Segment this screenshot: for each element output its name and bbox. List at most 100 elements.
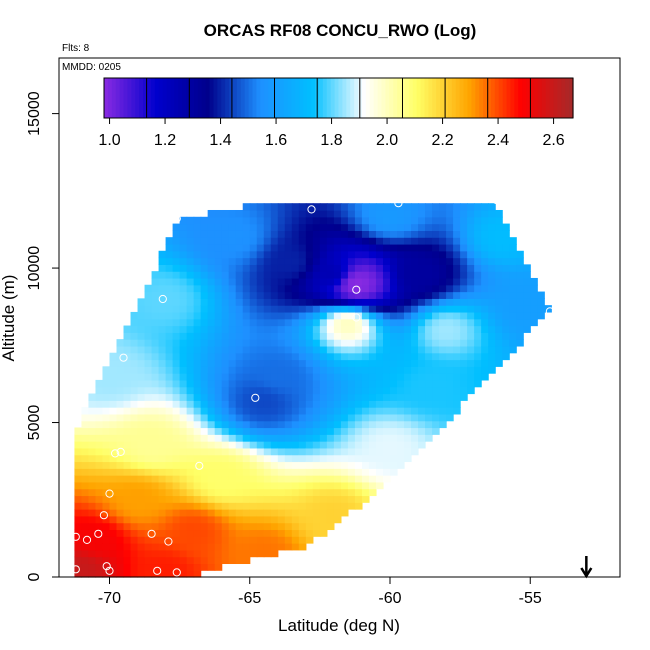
colorbar-swatch bbox=[397, 78, 402, 118]
heatmap-cell bbox=[389, 386, 398, 395]
heatmap-cell bbox=[200, 298, 209, 306]
heatmap-cell bbox=[193, 264, 202, 272]
colorbar-swatch bbox=[561, 78, 566, 118]
heatmap-cell bbox=[305, 352, 314, 361]
heatmap-cell bbox=[186, 318, 195, 327]
heatmap-cell bbox=[123, 536, 132, 544]
heatmap-cell bbox=[242, 298, 251, 306]
heatmap-cell bbox=[263, 549, 272, 558]
heatmap-cell bbox=[488, 223, 496, 231]
heatmap-cell bbox=[214, 509, 223, 517]
heatmap-cell bbox=[460, 379, 468, 388]
heatmap-cell bbox=[425, 420, 433, 429]
heatmap-cell bbox=[200, 481, 209, 490]
heatmap-cell bbox=[151, 393, 160, 401]
heatmap-cell bbox=[249, 237, 258, 245]
heatmap-cell bbox=[193, 447, 202, 456]
flight-point bbox=[164, 537, 173, 546]
heatmap-cell bbox=[158, 563, 167, 571]
heatmap-cell bbox=[137, 345, 146, 354]
heatmap-cell bbox=[389, 461, 398, 469]
heatmap-cell bbox=[305, 223, 314, 231]
heatmap-cell bbox=[172, 318, 181, 327]
heatmap-cell bbox=[397, 203, 405, 211]
heatmap-cell bbox=[116, 536, 125, 544]
colorbar-swatch bbox=[537, 78, 543, 118]
heatmap-cell bbox=[509, 291, 517, 299]
heatmap-cell bbox=[235, 386, 244, 395]
heatmap-cell bbox=[298, 468, 307, 476]
heatmap-cell bbox=[242, 223, 251, 231]
heatmap-cell bbox=[277, 386, 286, 395]
heatmap-cell bbox=[389, 373, 398, 381]
heatmap-cell bbox=[249, 311, 258, 320]
colorbar-tick-label: 1.0 bbox=[98, 132, 120, 149]
heatmap-cell bbox=[228, 522, 237, 531]
heatmap-cell bbox=[228, 549, 237, 558]
heatmap-cell bbox=[397, 257, 405, 265]
heatmap-cell bbox=[144, 379, 153, 388]
heatmap-cell bbox=[375, 230, 384, 238]
heatmap-cell bbox=[425, 400, 433, 408]
heatmap-cell bbox=[221, 359, 230, 367]
heatmap-cell bbox=[172, 352, 181, 361]
heatmap-cell bbox=[425, 209, 433, 218]
heatmap-cell bbox=[116, 461, 125, 469]
heatmap-cell bbox=[158, 475, 167, 483]
heatmap-cell bbox=[270, 393, 279, 401]
heatmap-cell bbox=[495, 311, 503, 320]
heatmap-cell bbox=[312, 495, 321, 503]
heatmap-cell bbox=[467, 291, 475, 299]
heatmap-cell bbox=[319, 250, 328, 259]
heatmap-cell bbox=[130, 379, 139, 388]
heatmap-cell bbox=[495, 318, 503, 327]
heatmap-cell bbox=[291, 311, 300, 320]
heatmap-cell bbox=[151, 345, 160, 354]
heatmap-cell bbox=[270, 454, 279, 463]
heatmap-cell bbox=[502, 339, 510, 347]
heatmap-cell bbox=[389, 393, 398, 401]
heatmap-cell bbox=[439, 345, 447, 354]
heatmap-cell bbox=[95, 379, 104, 388]
heatmap-cell bbox=[214, 359, 223, 367]
heatmap-cell bbox=[207, 230, 216, 238]
heatmap-cell bbox=[151, 271, 160, 279]
heatmap-cell bbox=[333, 216, 342, 225]
heatmap-cell bbox=[165, 291, 174, 299]
heatmap-cell bbox=[368, 413, 377, 422]
heatmap-cell bbox=[333, 509, 342, 517]
heatmap-cell bbox=[460, 277, 468, 286]
heatmap-cell bbox=[158, 386, 167, 395]
heatmap-cell bbox=[347, 216, 356, 225]
heatmap-cell bbox=[432, 271, 440, 279]
heatmap-cell bbox=[291, 400, 300, 408]
heatmap-cell bbox=[81, 461, 90, 469]
heatmap-cell bbox=[305, 298, 314, 306]
heatmap-cell bbox=[193, 556, 202, 565]
heatmap-cell bbox=[193, 373, 202, 381]
heatmap-cell bbox=[284, 515, 293, 524]
heatmap-cell bbox=[277, 271, 286, 279]
heatmap-cell bbox=[158, 264, 167, 272]
heatmap-cell bbox=[340, 209, 349, 218]
flight-point bbox=[172, 568, 181, 577]
heatmap-cell bbox=[130, 502, 139, 510]
heatmap-cell bbox=[326, 257, 335, 265]
heatmap-cell bbox=[235, 305, 244, 313]
heatmap-cell bbox=[270, 277, 279, 286]
heatmap-cell bbox=[214, 264, 223, 272]
heatmap-cell bbox=[221, 420, 230, 429]
heatmap-cell bbox=[305, 318, 314, 327]
heatmap-cell bbox=[347, 468, 356, 476]
heatmap-cell bbox=[439, 359, 447, 367]
heatmap-cell bbox=[158, 277, 167, 286]
heatmap-cell bbox=[179, 434, 188, 442]
heatmap-cell bbox=[172, 393, 181, 401]
heatmap-cell bbox=[460, 284, 468, 293]
heatmap-cell bbox=[439, 298, 447, 306]
colorbar-swatch bbox=[287, 78, 293, 118]
heatmap-cell bbox=[270, 529, 279, 537]
heatmap-cell bbox=[446, 332, 454, 340]
heatmap-cell bbox=[102, 570, 111, 578]
heatmap-cell bbox=[256, 366, 265, 374]
